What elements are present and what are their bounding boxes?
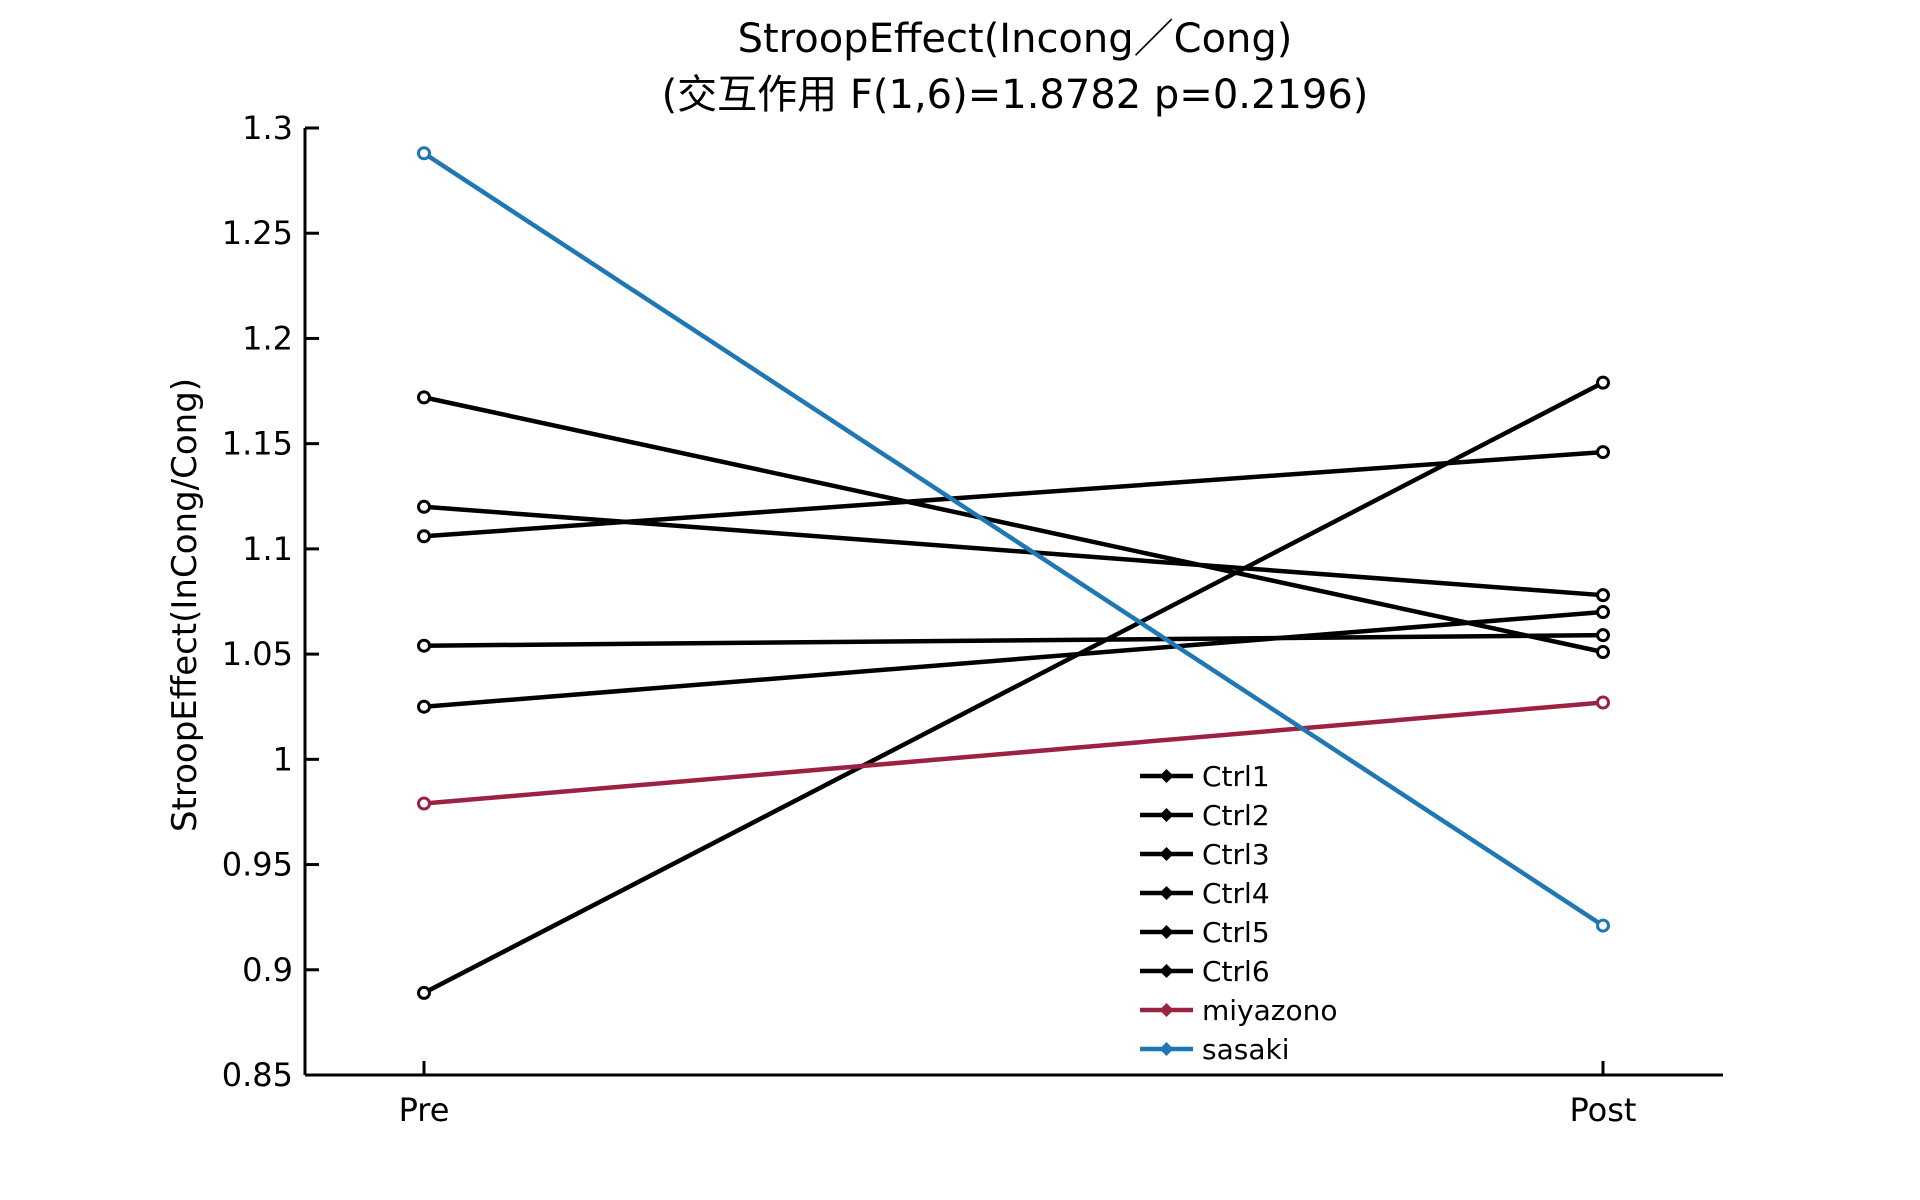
legend-label: Ctrl1 [1202, 760, 1270, 793]
data-point-ctrl6-post [1596, 375, 1610, 390]
legend-item-sasaki: sasaki [1140, 1033, 1290, 1066]
y-tick-label: 0.85 [222, 1056, 293, 1094]
legend-item-ctrl2: Ctrl2 [1140, 799, 1270, 832]
legend-label: Ctrl4 [1202, 877, 1270, 910]
series-ctrl2 [417, 499, 1610, 603]
y-tick-label: 1.1 [242, 530, 293, 568]
series-line-ctrl1 [423, 395, 1604, 655]
legend-item-ctrl4: Ctrl4 [1140, 877, 1270, 910]
y-tick-label: 1 [273, 740, 293, 778]
series-ctrl6 [417, 375, 1610, 1000]
legend-swatch-marker [1159, 925, 1174, 939]
data-point-ctrl2-pre [417, 499, 431, 514]
legend-swatch-marker [1159, 1042, 1174, 1056]
chart-title: StroopEffect(Incong／Cong) [738, 16, 1293, 62]
data-point-sasaki-pre [417, 146, 431, 161]
data-point-ctrl1-post [1596, 645, 1610, 660]
series-line-ctrl4 [423, 632, 1604, 648]
legend: Ctrl1 Ctrl2 Ctrl3 Ctrl4 Ctrl5 Ctrl6 miyazono sa… [1140, 760, 1338, 1066]
legend-swatch-marker [1159, 886, 1174, 900]
x-tick-label-pre: Pre [399, 1091, 450, 1129]
y-tick-label: 1.05 [222, 635, 293, 673]
data-point-ctrl2-post [1596, 588, 1610, 603]
series-line-ctrl2 [423, 504, 1604, 598]
legend-swatch-marker [1159, 808, 1174, 822]
y-axis-ticks: 0.85 0.9 0.95 1 1.05 1.1 1.15 1.2 1.25 1.3 [222, 109, 319, 1094]
legend-item-ctrl5: Ctrl5 [1140, 916, 1270, 949]
series-line-ctrl6 [422, 380, 1605, 995]
data-point-ctrl6-pre [417, 985, 431, 1000]
data-point-ctrl4-post [1596, 628, 1610, 643]
series-miyazono [417, 695, 1610, 811]
series-ctrl5 [417, 605, 1610, 714]
data-point-ctrl5-post [1596, 605, 1610, 620]
chart-subtitle: (交互作用 F(1,6)=1.8782 p=0.2196) [662, 72, 1369, 118]
legend-item-ctrl3: Ctrl3 [1140, 838, 1270, 871]
data-point-ctrl3-pre [417, 529, 431, 544]
axes [303, 128, 1723, 1077]
y-tick-label: 1.2 [242, 319, 293, 357]
legend-label: Ctrl3 [1202, 838, 1270, 871]
x-axis-ticks: Pre Post [399, 1061, 1637, 1129]
x-tick-label-post: Post [1570, 1091, 1637, 1129]
legend-swatch-marker [1159, 964, 1174, 978]
series-line-ctrl5 [423, 609, 1604, 709]
legend-label: Ctrl2 [1202, 799, 1270, 832]
series-ctrl1 [417, 390, 1610, 660]
legend-label: miyazono [1202, 994, 1338, 1027]
data-point-miyazono-pre [417, 796, 431, 811]
legend-swatch-marker [1159, 769, 1174, 783]
legend-swatch-marker [1159, 1003, 1174, 1017]
series-line-miyazono [423, 700, 1604, 806]
data-point-ctrl4-pre [417, 638, 431, 653]
legend-swatch-marker [1159, 847, 1174, 861]
data-point-ctrl3-post [1596, 445, 1610, 460]
data-point-sasaki-post [1596, 918, 1610, 933]
y-axis-label: StroopEffect(InCong/Cong) [165, 378, 205, 832]
y-tick-label: 1.15 [222, 425, 293, 463]
y-tick-label: 0.95 [222, 846, 293, 884]
y-tick-label: 1.3 [242, 109, 293, 147]
series-lines [417, 146, 1610, 1000]
y-tick-label: 0.9 [242, 951, 293, 989]
legend-item-ctrl6: Ctrl6 [1140, 955, 1270, 988]
legend-item-ctrl1: Ctrl1 [1140, 760, 1270, 793]
legend-label: sasaki [1202, 1033, 1290, 1066]
y-tick-label: 1.25 [222, 214, 293, 252]
data-point-ctrl5-pre [417, 699, 431, 714]
series-ctrl4 [417, 628, 1610, 653]
data-point-miyazono-post [1596, 695, 1610, 710]
series-ctrl3 [417, 445, 1610, 544]
legend-item-miyazono: miyazono [1140, 994, 1338, 1027]
legend-label: Ctrl6 [1202, 955, 1270, 988]
legend-label: Ctrl5 [1202, 916, 1270, 949]
data-point-ctrl1-pre [417, 390, 431, 405]
series-line-ctrl3 [423, 449, 1604, 539]
series-sasaki [417, 146, 1610, 933]
series-line-sasaki [422, 151, 1605, 928]
